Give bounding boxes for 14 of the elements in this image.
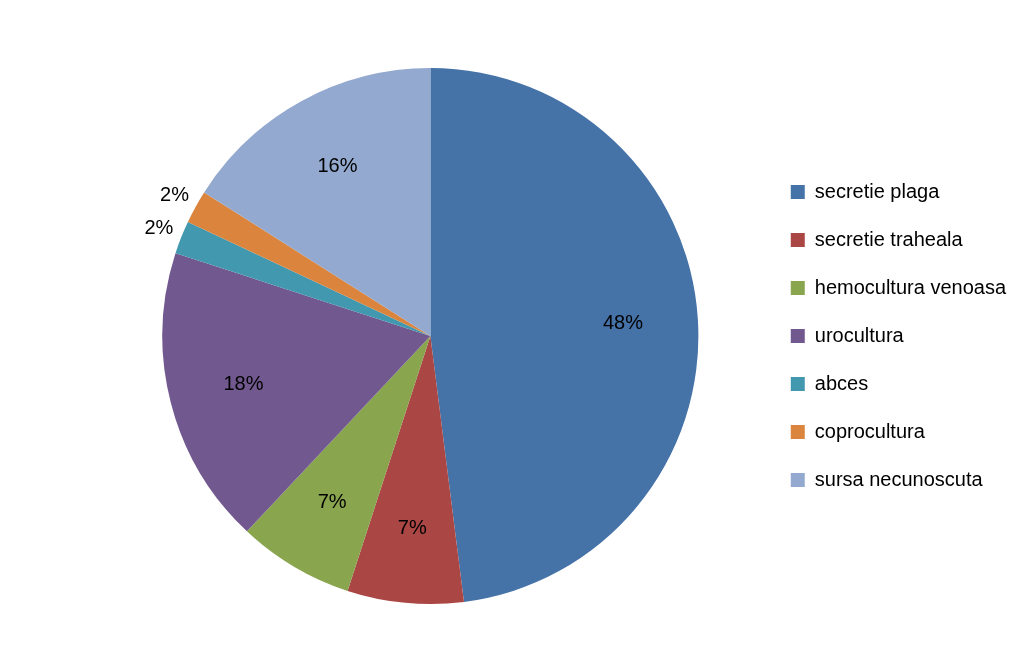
data-label: 48% <box>602 311 644 334</box>
legend-label: sursa necunoscuta <box>814 467 984 490</box>
data-label: 18% <box>223 371 264 394</box>
legend-label: hemocultura venoasa <box>814 275 1007 298</box>
data-label: 2% <box>144 216 174 239</box>
data-label: 7% <box>317 489 347 512</box>
legend-label: secretie traheala <box>814 227 964 250</box>
data-label: 16% <box>317 154 358 177</box>
legend-label: coprocultura <box>814 419 926 442</box>
data-label: 2% <box>160 182 190 205</box>
legend-label: urocultura <box>814 323 905 346</box>
legend-label: secretie plaga <box>814 179 941 202</box>
data-label: 7% <box>397 515 427 538</box>
legend-label: abces <box>814 371 869 394</box>
